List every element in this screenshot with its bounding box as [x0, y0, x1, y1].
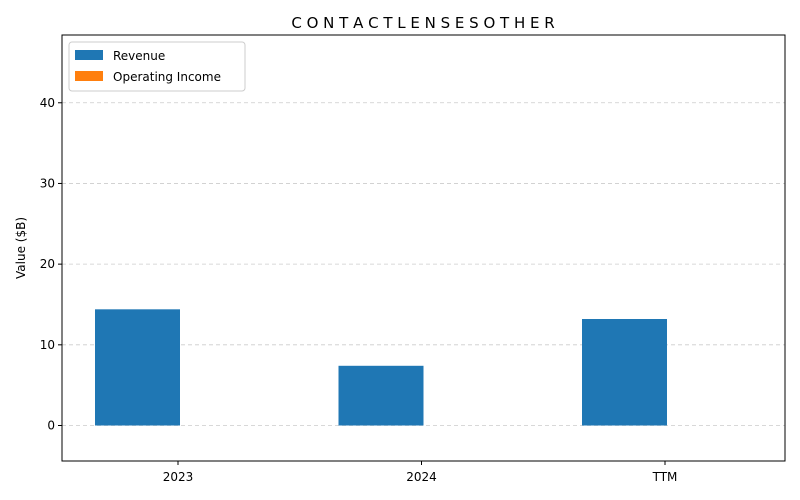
- x-axis: 2023 2024 TTM: [163, 461, 678, 484]
- chart-title: C O N T A C T L E N S E S O T H E R: [291, 14, 554, 32]
- bar-revenue-ttm: [582, 319, 667, 426]
- y-tick-label: 0: [47, 419, 55, 433]
- x-tick-label: TTM: [652, 470, 678, 484]
- y-tick-label: 20: [40, 257, 55, 271]
- legend-box: [68, 41, 246, 92]
- bars: [95, 309, 667, 426]
- x-tick-label: 2024: [406, 470, 437, 484]
- legend-label-revenue: Revenue: [113, 49, 165, 63]
- legend-label-operating-income: Operating Income: [113, 70, 221, 84]
- legend: Revenue Operating Income: [68, 41, 246, 92]
- y-axis: 0 10 20 30 40: [40, 96, 62, 433]
- legend-swatch-revenue: [75, 50, 103, 60]
- y-tick-label: 10: [40, 338, 55, 352]
- legend-swatch-operating-income: [75, 71, 103, 81]
- y-tick-label: 30: [40, 176, 55, 190]
- y-tick-label: 40: [40, 96, 55, 110]
- x-tick-label: 2023: [163, 470, 194, 484]
- bar-revenue-2024: [338, 365, 424, 426]
- plot-frame: [61, 34, 786, 462]
- bar-revenue-2023: [95, 309, 180, 426]
- y-axis-label: Value ($B): [14, 217, 28, 279]
